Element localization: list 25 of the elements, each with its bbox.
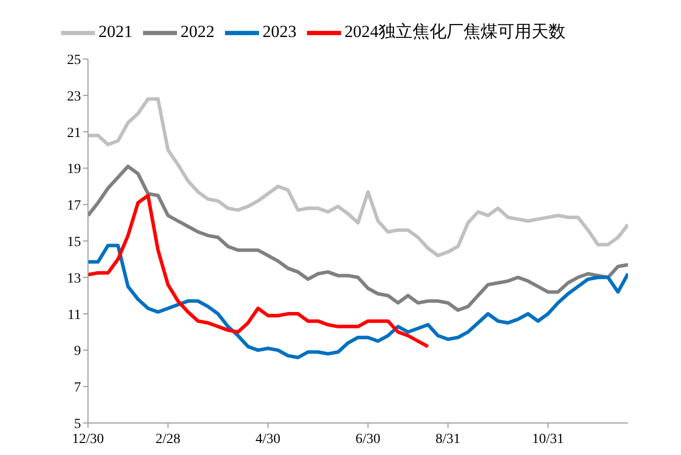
legend-label: 2023 (262, 22, 296, 41)
x-tick-label: 4/30 (256, 432, 280, 447)
legend-label: 2021 (98, 22, 132, 41)
y-tick-label: 13 (67, 271, 81, 286)
y-tick-label: 9 (74, 344, 81, 360)
y-tick-label: 11 (68, 308, 81, 323)
y-tick-label: 7 (74, 380, 81, 396)
y-tick-label: 17 (67, 198, 81, 214)
line-series (88, 164, 628, 312)
x-tick-label: 8/31 (436, 432, 460, 447)
y-tick-label: 25 (67, 52, 81, 68)
y-tick-label: 5 (74, 416, 81, 432)
x-tick-label: 12/30 (72, 432, 104, 447)
y-tick-label: 23 (67, 89, 81, 104)
x-tick-label: 6/30 (356, 432, 380, 447)
line-series (88, 194, 430, 348)
line-series (88, 97, 628, 258)
legend-label: 2022 (180, 22, 214, 41)
legend-label: 2024独立焦化厂焦煤可用天数 (344, 22, 566, 41)
line-series (88, 244, 628, 360)
y-tick-label: 15 (67, 234, 81, 250)
y-tick-label: 21 (67, 126, 81, 141)
x-tick-label: 10/31 (532, 432, 564, 447)
x-tick-label: 2/28 (156, 432, 180, 447)
y-tick-label: 19 (67, 162, 81, 178)
